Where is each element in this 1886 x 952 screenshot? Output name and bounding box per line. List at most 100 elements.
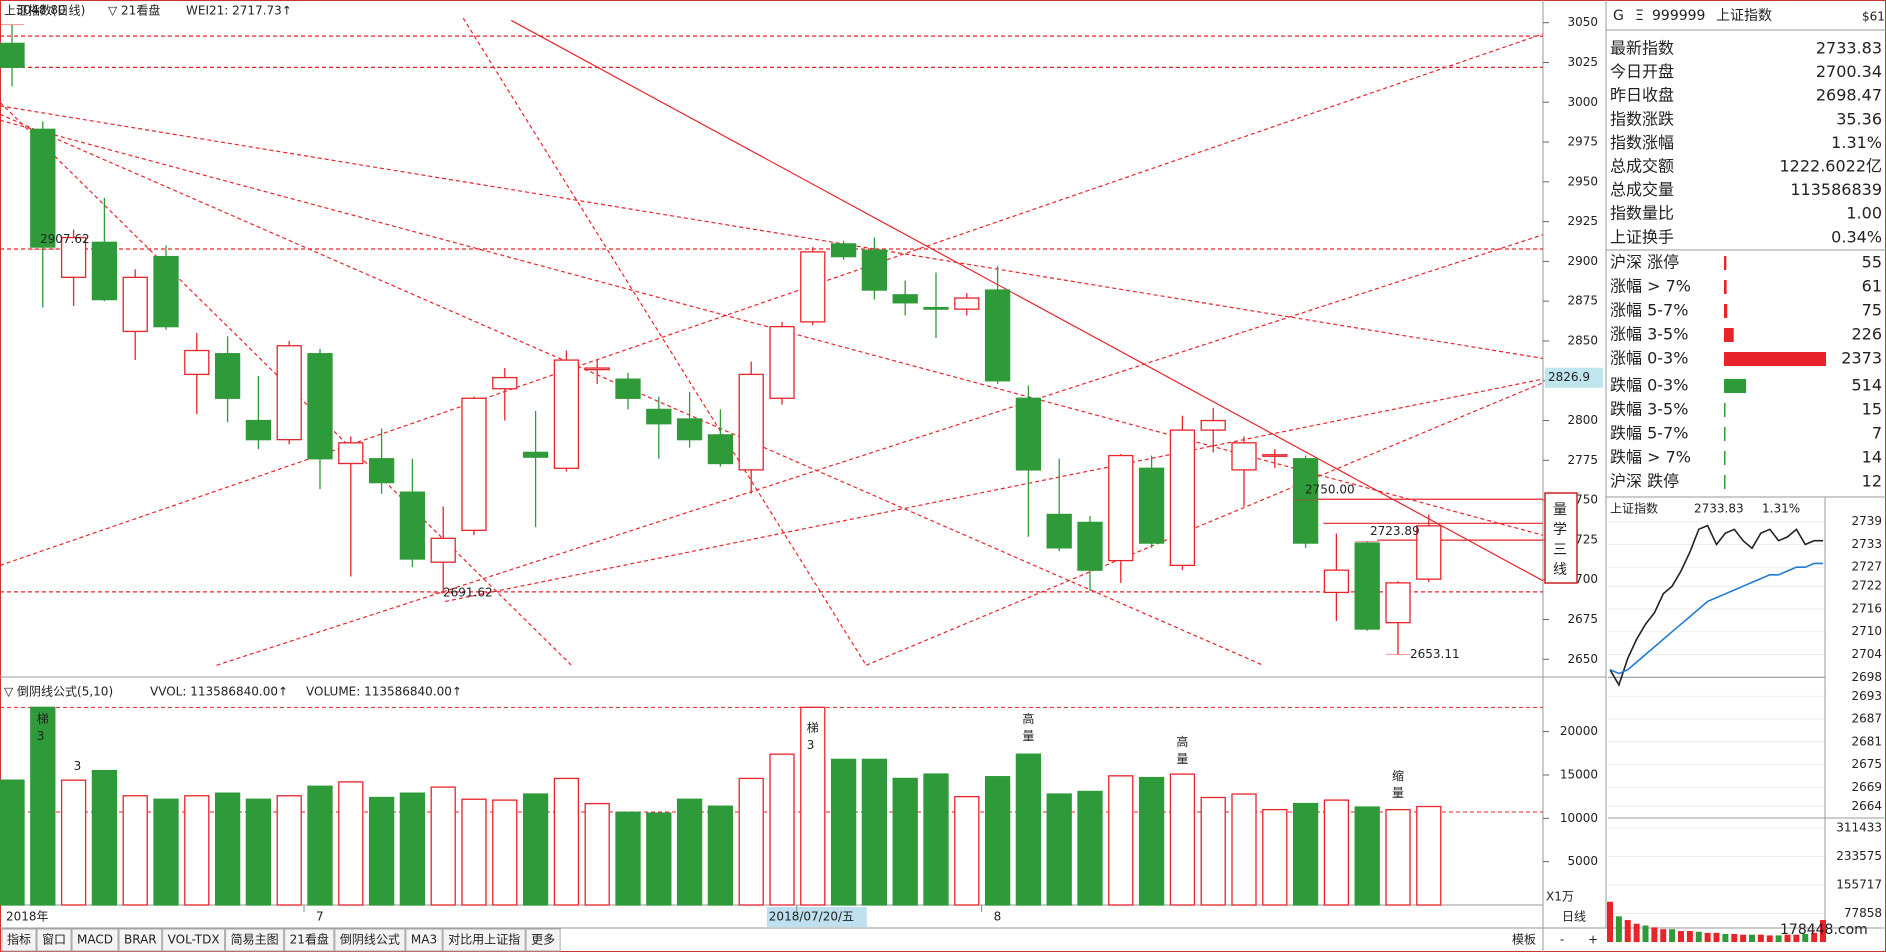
mini-volume-bar bbox=[1766, 935, 1773, 942]
tab[interactable] bbox=[1, 928, 37, 952]
y-tick-label: 2693 bbox=[1851, 689, 1882, 703]
tab[interactable] bbox=[71, 928, 119, 952]
candle-body bbox=[923, 306, 949, 310]
tab-label[interactable]: VOL-TDX bbox=[168, 933, 220, 947]
candle-body bbox=[1354, 542, 1380, 630]
tab-label[interactable]: 窗口 bbox=[42, 933, 66, 947]
mini-volume-bar bbox=[1678, 931, 1684, 942]
volume-bar bbox=[184, 795, 210, 906]
candle-body bbox=[1200, 419, 1226, 431]
y-tick-label: 5000 bbox=[1567, 854, 1598, 868]
breadth-value: 14 bbox=[1862, 448, 1882, 467]
tab[interactable] bbox=[442, 928, 526, 952]
volume-bar bbox=[153, 798, 179, 906]
candle-body bbox=[1046, 513, 1072, 549]
breadth-label: 跌幅 5-7% bbox=[1610, 424, 1688, 443]
volume-bar bbox=[738, 777, 764, 906]
tab-label[interactable]: 对比用上证指 bbox=[448, 932, 520, 947]
zoom-in[interactable]: + bbox=[1588, 933, 1598, 947]
candle-body bbox=[769, 326, 795, 399]
y-tick-label: 2850 bbox=[1567, 333, 1598, 347]
period-tab[interactable]: 日线 bbox=[1562, 910, 1586, 924]
info-label: 指数涨跌 bbox=[1610, 109, 1674, 128]
tab-label[interactable]: 21看盘 bbox=[290, 932, 329, 947]
annotation-label: 2653.11 bbox=[1410, 647, 1460, 661]
volume-bar bbox=[1015, 753, 1042, 906]
watermark: 178448.com bbox=[1780, 922, 1868, 938]
y-tick-label: 3050 bbox=[1567, 15, 1598, 29]
tab-label[interactable]: 倒阴线公式 bbox=[340, 933, 400, 947]
y-tick-label: 2687 bbox=[1851, 712, 1882, 726]
name: 上证指数 bbox=[1716, 8, 1772, 24]
volume-note: 高量 bbox=[1176, 734, 1188, 766]
volume-bar bbox=[584, 802, 610, 906]
tab-label[interactable]: 更多 bbox=[531, 933, 555, 947]
mini-change: 1.31% bbox=[1762, 502, 1800, 516]
tab[interactable] bbox=[162, 928, 226, 952]
breadth-value: 55 bbox=[1862, 253, 1882, 272]
mini-volume-bar bbox=[1784, 934, 1791, 942]
note-text: 量学三线 bbox=[1553, 502, 1567, 578]
tab[interactable] bbox=[405, 928, 443, 952]
info-value: 1222.6022亿 bbox=[1779, 157, 1882, 176]
indicator-value: WEI21: 2717.73↑ bbox=[186, 4, 292, 18]
tab[interactable] bbox=[36, 928, 72, 952]
candle-body bbox=[861, 249, 888, 291]
tab[interactable] bbox=[284, 928, 335, 952]
breadth-value: 12 bbox=[1862, 472, 1882, 491]
tab-label[interactable]: 指标 bbox=[7, 932, 31, 947]
volume-bar bbox=[830, 758, 857, 906]
y-tick-label: 2900 bbox=[1567, 254, 1598, 268]
y-tick-label: 2925 bbox=[1567, 214, 1598, 228]
tab[interactable] bbox=[334, 928, 406, 952]
candle-body bbox=[615, 378, 641, 399]
mini-volume-bar bbox=[1757, 934, 1764, 942]
y-tick-label: 3000 bbox=[1567, 95, 1598, 109]
candle-body bbox=[30, 128, 56, 248]
y-tick-label: 2739 bbox=[1851, 514, 1882, 528]
volume-bar bbox=[892, 777, 918, 906]
tab[interactable] bbox=[225, 928, 285, 952]
candle-body bbox=[1108, 454, 1134, 562]
candle-body bbox=[492, 376, 518, 390]
breadth-bar bbox=[1724, 451, 1726, 465]
volume-bar bbox=[1200, 796, 1226, 906]
mini-volume-bar bbox=[1740, 934, 1747, 942]
candle-body bbox=[461, 397, 487, 532]
tab-label[interactable]: 简易主图 bbox=[231, 933, 279, 947]
menu-icon: Ξ bbox=[1635, 8, 1644, 24]
y-tick-label: 2698 bbox=[1851, 670, 1882, 684]
mini-title: 上证指数 bbox=[1610, 501, 1658, 516]
volume-bar bbox=[1292, 802, 1319, 906]
candle-body bbox=[892, 294, 918, 304]
candle-body bbox=[1385, 582, 1411, 624]
y2-tick-label: 233575 bbox=[1836, 849, 1882, 863]
tab[interactable] bbox=[525, 928, 561, 952]
note-box bbox=[1544, 492, 1578, 584]
breadth-label: 跌幅 3-5% bbox=[1610, 400, 1688, 419]
zoom-out[interactable]: - bbox=[1560, 933, 1564, 947]
y-tick-label: 2675 bbox=[1567, 612, 1598, 626]
mini-line bbox=[1609, 562, 1823, 675]
candle-body bbox=[368, 458, 395, 484]
volume-bar bbox=[461, 798, 487, 906]
mini-volume-bar bbox=[1811, 932, 1818, 942]
volume-bar bbox=[553, 777, 580, 906]
tab-label[interactable]: MACD bbox=[77, 933, 113, 947]
candle-body bbox=[584, 367, 610, 371]
tab-label[interactable]: MA3 bbox=[411, 933, 437, 947]
trend-line bbox=[0, 105, 1543, 360]
volume-bar bbox=[522, 793, 549, 906]
volume-bar bbox=[646, 812, 672, 906]
volume-bar bbox=[60, 779, 87, 906]
tab-label[interactable]: BRAR bbox=[124, 933, 157, 947]
volume-bar bbox=[1385, 808, 1411, 906]
breadth-value: 7 bbox=[1872, 424, 1882, 443]
tab[interactable] bbox=[118, 928, 163, 952]
candle-body bbox=[1169, 429, 1196, 567]
template-tab[interactable]: 模板 bbox=[1512, 933, 1536, 947]
info-label: 指数涨幅 bbox=[1610, 133, 1674, 152]
info-label: 昨日收盘 bbox=[1610, 86, 1674, 105]
mini-volume-bar bbox=[1802, 933, 1809, 942]
